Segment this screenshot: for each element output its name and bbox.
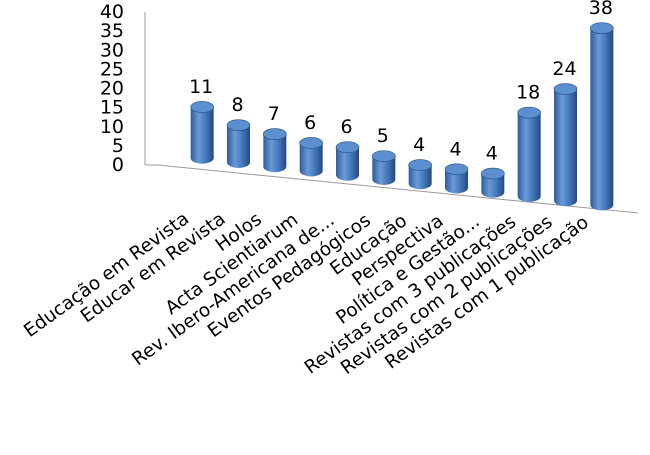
data-label: 18	[516, 82, 540, 104]
data-label: 6	[340, 116, 352, 138]
floor-edge	[157, 164, 639, 214]
data-label: 8	[231, 94, 243, 116]
bar	[335, 141, 360, 181]
bar	[590, 22, 614, 211]
bar	[444, 163, 469, 194]
bar-body	[554, 89, 577, 207]
bar-body	[481, 173, 505, 198]
bar	[553, 83, 578, 207]
y-tick-label: 5	[112, 135, 124, 157]
data-label: 5	[377, 125, 389, 147]
data-label: 4	[486, 143, 498, 165]
chart-bars	[190, 22, 614, 211]
bar-body	[445, 169, 468, 194]
bar	[481, 167, 505, 198]
bar-top	[372, 150, 396, 162]
y-tick-label: 25	[100, 58, 124, 80]
bar-top	[481, 167, 505, 180]
bar-top	[263, 128, 287, 140]
data-labels: 11 8 7 6 6 5 4 4 4 18 24 38	[189, 0, 613, 165]
chart-axes	[144, 12, 639, 214]
bar	[517, 106, 541, 202]
y-tick-label: 35	[100, 20, 124, 42]
bar-body	[227, 125, 250, 168]
bar	[226, 119, 251, 168]
bar-top	[190, 101, 214, 113]
bar-body	[190, 106, 214, 164]
data-label: 11	[189, 76, 213, 98]
data-label: 4	[449, 138, 461, 160]
y-tick-label: 10	[100, 116, 124, 138]
bar	[299, 137, 323, 177]
bar-top	[553, 83, 578, 95]
data-label: 6	[304, 112, 316, 134]
bar	[408, 159, 432, 190]
bar	[263, 128, 287, 173]
bar-body	[336, 147, 359, 181]
data-label: 4	[413, 134, 425, 156]
y-tick-label: 30	[100, 39, 124, 61]
bar-body	[263, 134, 287, 173]
bar-top	[299, 137, 323, 149]
y-tick-label: 0	[112, 154, 124, 176]
data-label: 24	[552, 58, 576, 80]
data-label: 38	[589, 0, 613, 19]
bar-top	[226, 119, 251, 131]
bar	[190, 101, 214, 164]
bar-top	[590, 22, 614, 34]
data-label: 7	[268, 103, 280, 125]
bar-top	[444, 163, 469, 176]
bar-top	[408, 159, 432, 171]
bar-top	[335, 141, 360, 154]
bar-body	[299, 142, 323, 177]
category-label: Educação em Revista	[20, 208, 193, 342]
y-tick-label: 20	[100, 78, 124, 100]
bar-body	[408, 165, 432, 190]
bar-body	[590, 28, 614, 211]
bar-top	[517, 106, 541, 119]
bar-body	[372, 156, 396, 185]
y-tick-label: 40	[100, 1, 124, 23]
bar-body	[517, 112, 541, 202]
y-tick-label: 15	[100, 97, 124, 119]
bar	[372, 150, 396, 185]
